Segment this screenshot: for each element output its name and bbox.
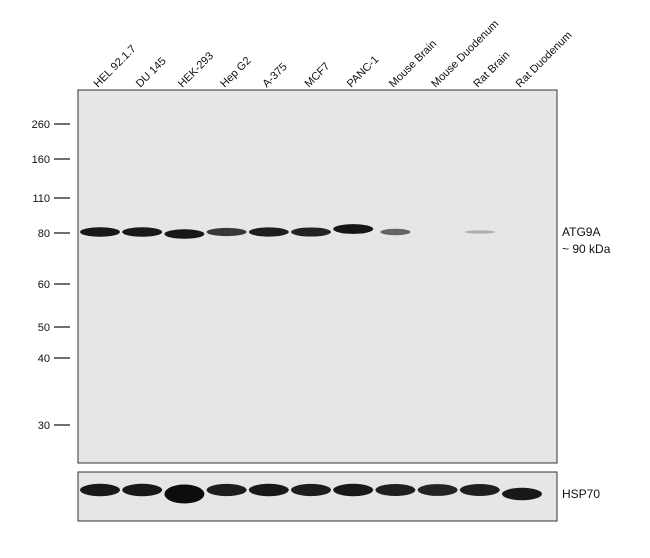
band (80, 227, 120, 237)
marker-label: 110 (32, 193, 50, 205)
target-size-label: ~ 90 kDa (562, 242, 611, 256)
band (206, 227, 247, 237)
main-blot-membrane (77, 89, 558, 464)
lane-label: HEL 92.1.7 (92, 43, 139, 90)
band (459, 483, 500, 497)
marker-label: 160 (32, 154, 50, 166)
band (464, 230, 495, 234)
lane-label: Rat Brain (471, 49, 512, 90)
lane-label: Hep G2 (218, 55, 253, 90)
target-label: ATG9A (562, 225, 600, 239)
band (502, 487, 542, 501)
lane-label: A-375 (260, 61, 289, 90)
marker-label: 50 (38, 322, 50, 334)
band (375, 483, 416, 497)
molecular-weight-markers: 260 160 110 80 60 50 40 30 (32, 119, 70, 432)
band (164, 484, 205, 504)
loading-blot-membrane (77, 471, 558, 522)
marker-label: 260 (32, 119, 50, 131)
band (291, 483, 331, 497)
band (122, 227, 163, 237)
lane-label: Rat Duodenum (514, 29, 575, 90)
marker-label: 60 (38, 279, 50, 291)
lane-label: HEK-293 (176, 50, 216, 90)
loading-blot-bands (80, 483, 542, 504)
lane-label: PANC-1 (345, 54, 381, 90)
main-blot-bands (80, 224, 495, 239)
band (291, 227, 331, 237)
lane-label: MCF7 (303, 60, 333, 90)
lane-label: DU 145 (134, 55, 169, 90)
band (248, 227, 289, 237)
band (206, 483, 247, 497)
band (417, 484, 458, 496)
band (380, 228, 411, 236)
marker-label: 40 (38, 353, 50, 365)
marker-label: 80 (38, 228, 50, 240)
band (164, 229, 205, 239)
band (122, 483, 163, 497)
band (80, 483, 120, 497)
band (333, 224, 374, 234)
loading-control-label: HSP70 (562, 487, 600, 501)
band (333, 483, 374, 497)
marker-label: 30 (38, 420, 50, 432)
band (248, 483, 289, 497)
lane-labels: HEL 92.1.7DU 145 HEK-293 Hep G2 A-375 MCF7 PA… (92, 18, 575, 90)
